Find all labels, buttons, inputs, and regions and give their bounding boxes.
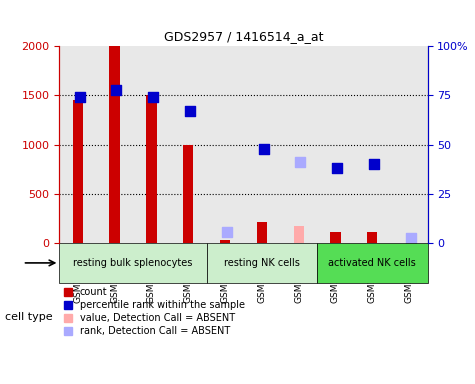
Bar <box>367 232 378 243</box>
Bar <box>294 227 304 243</box>
Text: resting NK cells: resting NK cells <box>224 258 300 268</box>
Point <box>76 94 84 100</box>
FancyBboxPatch shape <box>317 243 428 283</box>
Bar <box>256 222 267 243</box>
Point <box>223 229 231 235</box>
Point <box>297 159 304 166</box>
Bar <box>109 46 120 243</box>
Bar <box>146 95 157 243</box>
Title: GDS2957 / 1416514_a_at: GDS2957 / 1416514_a_at <box>164 30 323 43</box>
Text: cell type: cell type <box>5 312 52 322</box>
FancyBboxPatch shape <box>207 243 317 283</box>
Point <box>260 146 267 152</box>
Point <box>370 161 378 167</box>
FancyBboxPatch shape <box>59 243 207 283</box>
Point <box>186 108 194 114</box>
Point <box>150 94 157 100</box>
Bar <box>220 240 230 243</box>
Bar <box>330 232 341 243</box>
Bar <box>183 145 193 243</box>
Text: resting bulk splenocytes: resting bulk splenocytes <box>73 258 193 268</box>
Point <box>113 88 120 94</box>
Point <box>407 235 415 242</box>
Text: activated NK cells: activated NK cells <box>328 258 416 268</box>
Bar <box>73 100 83 243</box>
Legend: count, percentile rank within the sample, value, Detection Call = ABSENT, rank, : count, percentile rank within the sample… <box>64 288 245 336</box>
Point <box>333 165 341 171</box>
